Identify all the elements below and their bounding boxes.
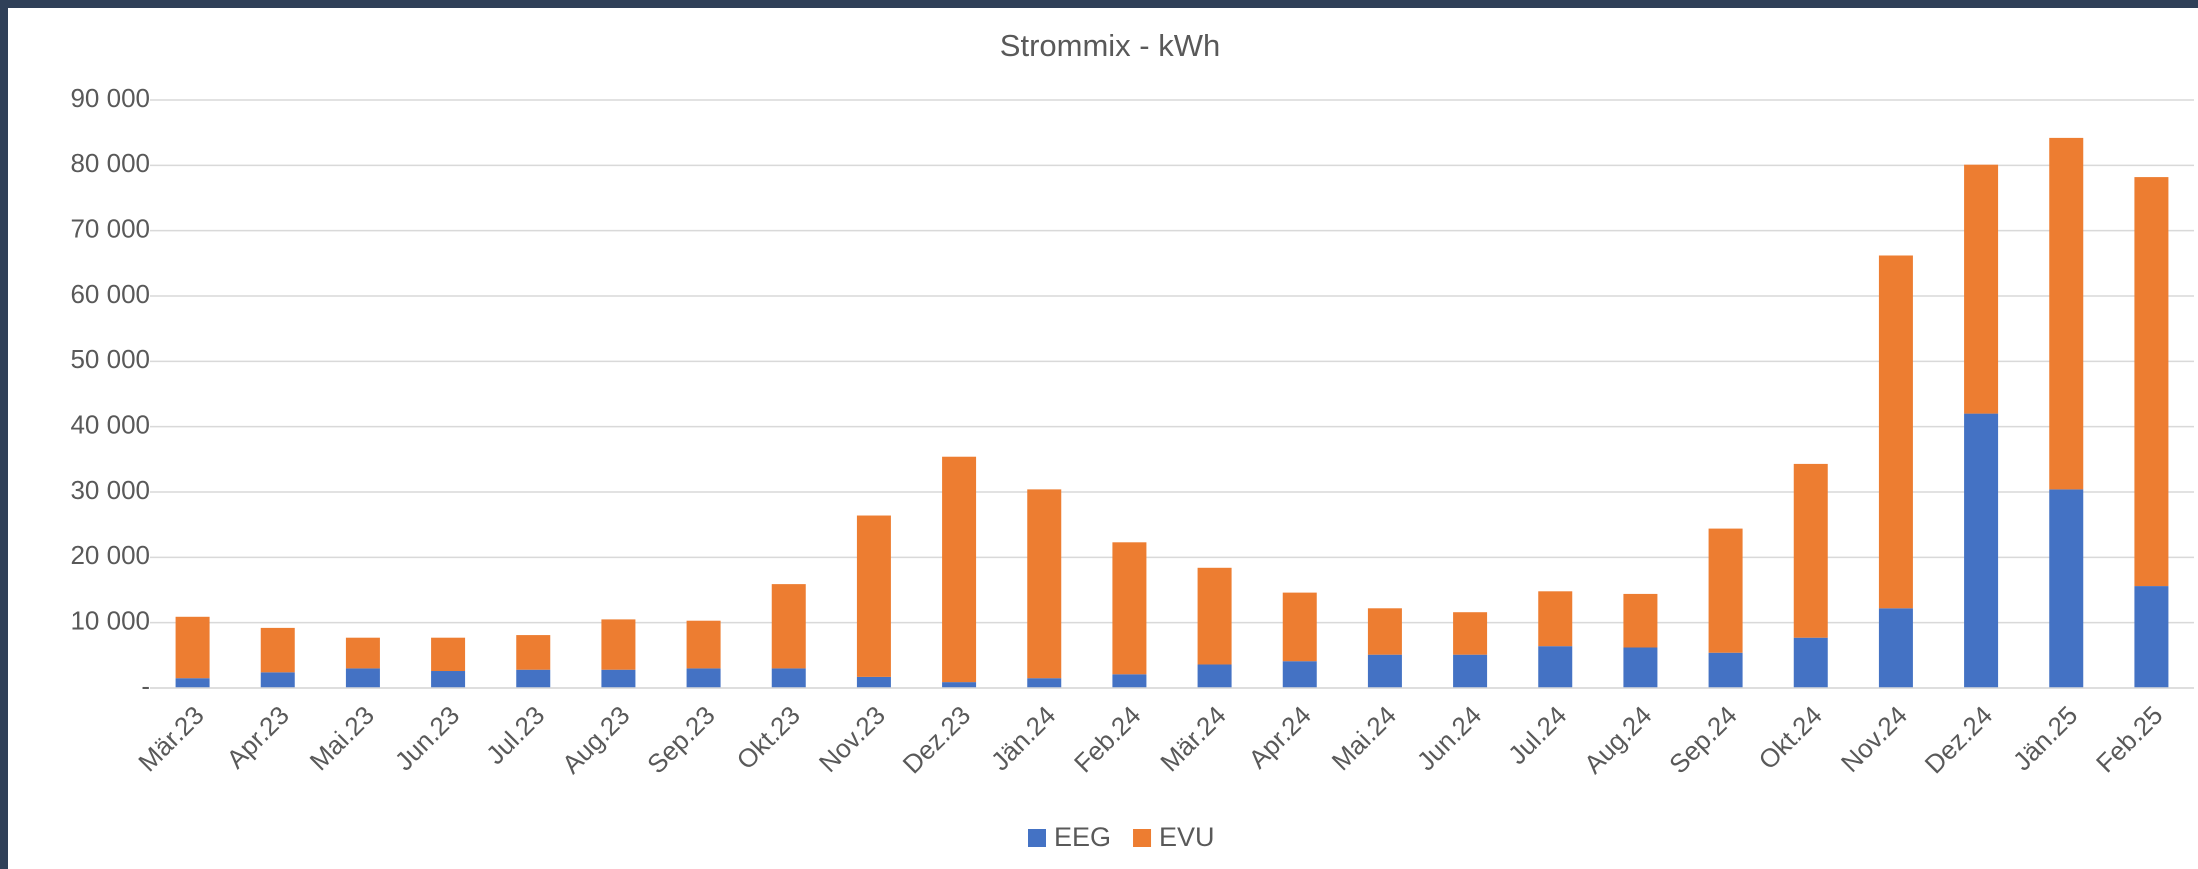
bar-segment bbox=[1878, 255, 1913, 609]
bar-segment bbox=[1453, 654, 1488, 688]
bar-segment bbox=[1282, 592, 1317, 662]
chart-title: Strommix - kWh bbox=[1000, 28, 1220, 63]
bar-segment bbox=[2134, 177, 2169, 587]
bar-segment bbox=[1282, 661, 1317, 688]
legend-swatch bbox=[1133, 829, 1152, 847]
bar-segment bbox=[942, 682, 977, 688]
bar-segment bbox=[1027, 678, 1062, 688]
bar-segment bbox=[601, 669, 636, 688]
bar-segment bbox=[1112, 542, 1147, 675]
bar-segment bbox=[2049, 137, 2084, 490]
legend-label: EVU bbox=[1159, 822, 1215, 852]
y-tick-label: 70 000 bbox=[70, 214, 150, 244]
bar-segment bbox=[175, 678, 210, 688]
bar-segment bbox=[1367, 608, 1402, 655]
bar-segment bbox=[516, 635, 551, 670]
bar-segment bbox=[686, 620, 721, 669]
bar-segment bbox=[516, 669, 551, 688]
legend-label: EEG bbox=[1054, 822, 1111, 852]
y-tick-label: 80 000 bbox=[70, 148, 150, 178]
y-tick-label: 50 000 bbox=[70, 344, 150, 374]
y-tick-label: 40 000 bbox=[70, 410, 150, 440]
y-tick-label: 30 000 bbox=[70, 475, 150, 505]
bar-segment bbox=[2049, 489, 2084, 688]
bar-segment bbox=[1538, 646, 1573, 688]
frame-left bbox=[0, 0, 8, 869]
bar-segment bbox=[1964, 164, 1999, 414]
y-tick-label: 20 000 bbox=[70, 540, 150, 570]
bar-segment bbox=[1027, 489, 1062, 679]
bar-segment bbox=[1793, 637, 1828, 688]
bar-segment bbox=[1793, 463, 1828, 638]
bar-segment bbox=[601, 619, 636, 670]
frame-top bbox=[0, 0, 2198, 8]
y-tick-label: - bbox=[141, 671, 150, 701]
bar-segment bbox=[1367, 654, 1402, 688]
bar-segment bbox=[1197, 567, 1232, 665]
bar-segment bbox=[1964, 413, 1999, 688]
bar-segment bbox=[771, 584, 806, 669]
bar-segment bbox=[771, 668, 806, 688]
bar-segment bbox=[260, 672, 295, 688]
bar-segment bbox=[856, 515, 891, 677]
bar-segment bbox=[345, 668, 380, 688]
bar-segment bbox=[1708, 652, 1743, 688]
bar-segment bbox=[431, 671, 466, 688]
bar-segment bbox=[856, 676, 891, 688]
bar-segment bbox=[1538, 591, 1573, 647]
bar-segment bbox=[1623, 647, 1658, 688]
bar-segment bbox=[2134, 586, 2169, 688]
bar-segment bbox=[1708, 528, 1743, 653]
bar-segment bbox=[260, 627, 295, 673]
y-tick-label: 90 000 bbox=[70, 83, 150, 113]
bar-segment bbox=[1878, 608, 1913, 688]
legend-swatch bbox=[1028, 829, 1046, 847]
y-tick-label: 10 000 bbox=[70, 606, 150, 636]
bar-segment bbox=[1623, 593, 1658, 648]
y-tick-label: 60 000 bbox=[70, 279, 150, 309]
bar-segment bbox=[345, 637, 380, 669]
bar-segment bbox=[431, 637, 466, 672]
bar-segment bbox=[686, 668, 721, 688]
bar-segment bbox=[942, 456, 977, 683]
bar-segment bbox=[1197, 664, 1232, 688]
bar-segment bbox=[1453, 612, 1488, 655]
bar-segment bbox=[1112, 674, 1147, 688]
bar-segment bbox=[175, 616, 210, 679]
